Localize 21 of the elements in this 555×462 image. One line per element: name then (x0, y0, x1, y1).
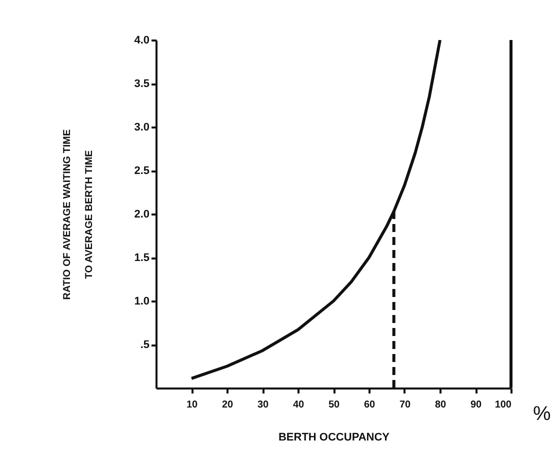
x-tick-label: 90 (470, 400, 482, 410)
text: % (533, 403, 551, 425)
y-tick-label: 2.0 (134, 208, 150, 220)
x-tick-label: 80 (434, 400, 446, 410)
y-tick-label: 2.5 (134, 165, 150, 177)
y-tick-label: 1.0 (134, 296, 150, 308)
x-tick-label: 60 (364, 400, 376, 410)
y-axis-title: RATIO OF AVERAGE WAITING TIME TO AVERAGE BERTH TIME (62, 128, 96, 300)
x-axis-title: BERTH OCCUPANCY (278, 432, 390, 444)
y-tick-label: 4.0 (134, 34, 150, 46)
x-tick-label: 30 (257, 400, 269, 410)
x-tick-label: 10 (186, 400, 198, 410)
y-tick-label: 3.0 (134, 122, 150, 134)
x-tick-label: 100 (494, 400, 512, 410)
y-tick-label: 1.5 (134, 252, 150, 264)
x-tick-label: 50 (328, 400, 340, 410)
x-tick-label: 20 (222, 400, 234, 410)
x-tick-label: 40 (292, 400, 304, 410)
y-tick-label: .5 (140, 339, 150, 351)
x-tick-label: 70 (399, 400, 411, 410)
y-tick-label: 3.5 (134, 78, 150, 90)
